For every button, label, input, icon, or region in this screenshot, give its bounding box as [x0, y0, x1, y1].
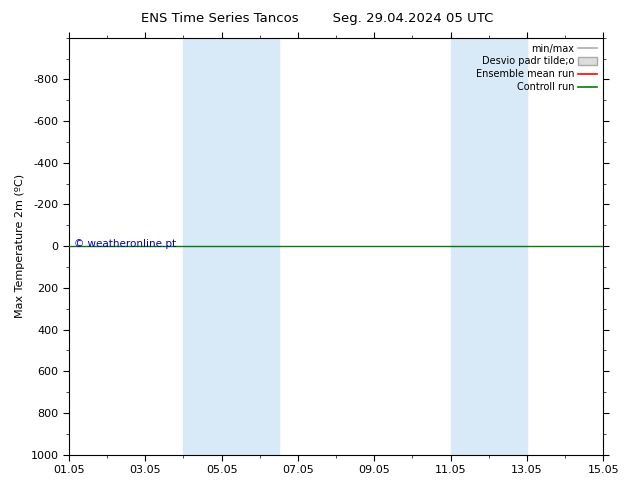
- Y-axis label: Max Temperature 2m (ºC): Max Temperature 2m (ºC): [15, 174, 25, 318]
- Legend: min/max, Desvio padr tilde;o, Ensemble mean run, Controll run: min/max, Desvio padr tilde;o, Ensemble m…: [472, 40, 601, 96]
- Text: ENS Time Series Tancos        Seg. 29.04.2024 05 UTC: ENS Time Series Tancos Seg. 29.04.2024 0…: [141, 12, 493, 25]
- Bar: [183, 38, 279, 455]
- Text: © weatheronline.pt: © weatheronline.pt: [74, 239, 176, 249]
- Bar: [451, 38, 527, 455]
